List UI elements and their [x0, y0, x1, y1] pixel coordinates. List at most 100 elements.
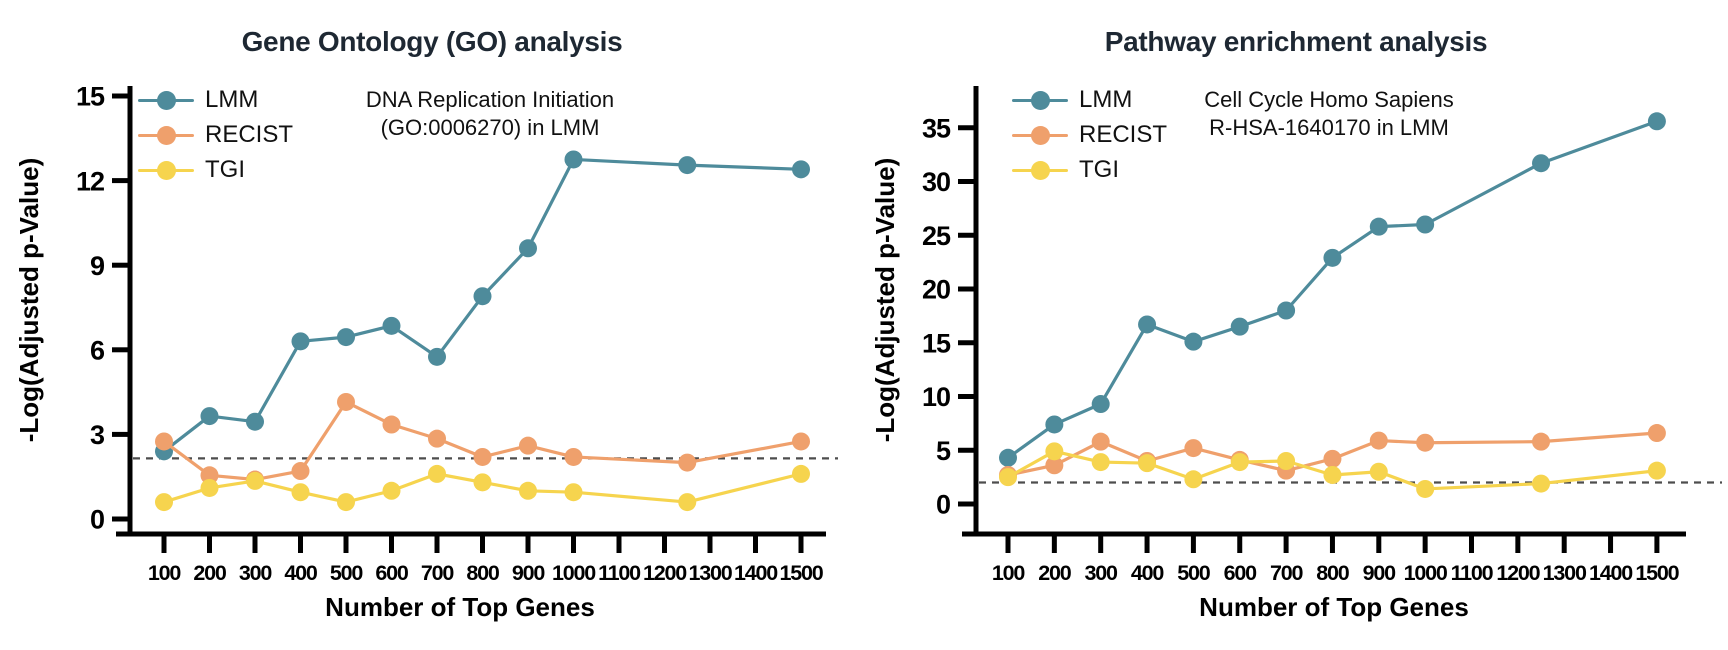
- x-tick-label: 800: [1316, 561, 1350, 585]
- x-tick-label: 1400: [1589, 561, 1633, 585]
- x-ticks: 100 200 300 400 500 600 700 800 900 1000 1100 1200 1…: [148, 536, 825, 585]
- data-point: [1184, 439, 1203, 458]
- series-lmm: [999, 112, 1666, 467]
- data-point: [428, 429, 446, 448]
- x-tick-label: 1000: [1404, 561, 1448, 585]
- annotation-line-2: R-HSA-1640170 in LMM: [1209, 115, 1449, 140]
- data-point: [337, 493, 355, 512]
- y-axis-label: -Log(Adjusted p-Value): [870, 157, 900, 443]
- legend-label: RECIST: [1079, 121, 1168, 148]
- data-point: [1045, 415, 1064, 434]
- data-point: [999, 448, 1017, 467]
- x-tick-label: 600: [1224, 561, 1258, 585]
- annotation-go-term: DNA Replication Initiation (GO:0006270) …: [275, 86, 705, 142]
- data-point: [246, 412, 264, 431]
- data-point: [792, 432, 810, 451]
- data-point: [1369, 462, 1388, 481]
- x-tick-label: 1300: [1543, 561, 1587, 585]
- legend-label: RECIST: [205, 121, 294, 148]
- y-tick-label: 12: [76, 166, 104, 196]
- annotation-line-1: DNA Replication Initiation: [365, 87, 615, 112]
- data-point: [382, 316, 401, 335]
- lmm-marker-icon: [1012, 86, 1068, 114]
- pathway-plot-svg: 0 5 10 15 20 25 30 35 100 200 300 400 500 600 700 800 90…: [922, 86, 1722, 585]
- x-tick-label: 1100: [1451, 561, 1494, 585]
- data-point: [1045, 442, 1064, 461]
- series-lmm: [155, 150, 810, 461]
- x-tick-label: 1200: [1496, 561, 1540, 585]
- pathway-analysis-panel: 0 5 10 15 20 25 30 35 100 200 300 400 500 600 700 800 90…: [864, 0, 1728, 650]
- legend-label: LMM: [1079, 86, 1133, 113]
- legend-item-recist: RECIST: [1012, 121, 1167, 149]
- data-point: [1138, 315, 1157, 334]
- data-point: [291, 483, 310, 502]
- x-tick-label: 800: [466, 561, 500, 585]
- legend-item-lmm: LMM: [1012, 86, 1167, 114]
- axes: [116, 86, 826, 537]
- data-point: [291, 332, 310, 351]
- data-point: [564, 150, 583, 169]
- data-point: [1045, 456, 1064, 475]
- data-point: [519, 239, 537, 258]
- tgi-marker-icon: [1012, 156, 1068, 184]
- data-point: [1323, 248, 1342, 267]
- series-line: [163, 157, 802, 453]
- legend-item-tgi: TGI: [138, 156, 293, 184]
- recist-marker-icon: [138, 121, 194, 149]
- x-tick-label: 1500: [1635, 561, 1679, 585]
- x-tick-label: 400: [284, 561, 318, 585]
- legend: LMM RECIST TGI: [1012, 86, 1167, 184]
- legend-label: LMM: [205, 86, 259, 113]
- data-point: [519, 481, 537, 500]
- data-point: [519, 436, 537, 455]
- x-tick-label: 1100: [598, 561, 641, 585]
- y-tick-label: 30: [922, 167, 950, 197]
- y-axis-label: -Log(Adjusted p-Value): [14, 157, 44, 443]
- legend-label: TGI: [1079, 156, 1119, 183]
- x-tick-label: 700: [421, 561, 455, 585]
- data-point: [1323, 449, 1342, 468]
- data-point: [1532, 432, 1551, 451]
- x-tick-label: 200: [193, 561, 227, 585]
- data-point: [1091, 432, 1110, 451]
- x-tick-label: 1200: [643, 561, 687, 585]
- data-point: [473, 287, 492, 306]
- x-tick-label: 1300: [688, 561, 732, 585]
- legend-label: TGI: [205, 156, 245, 183]
- data-point: [1091, 453, 1110, 472]
- y-ticks: 0 3 6 9 12 15: [76, 82, 128, 535]
- data-point: [792, 160, 810, 179]
- data-point: [1647, 112, 1666, 131]
- y-tick-label: 20: [922, 275, 950, 305]
- data-point: [1184, 332, 1203, 351]
- data-point: [1369, 217, 1388, 236]
- data-point: [155, 493, 173, 512]
- x-tick-label: 100: [992, 561, 1026, 585]
- y-tick-label: 0: [90, 505, 104, 535]
- x-tick-label: 1000: [552, 561, 596, 585]
- tgi-marker-icon: [138, 156, 194, 184]
- axes: [962, 86, 1686, 537]
- data-point: [337, 328, 355, 347]
- y-tick-label: 15: [76, 82, 105, 112]
- y-tick-label: 3: [90, 420, 105, 450]
- data-point: [678, 493, 697, 512]
- data-point: [1230, 453, 1249, 472]
- annotation-pathway-term: Cell Cycle Homo Sapiens R-HSA-1640170 in…: [1114, 86, 1544, 142]
- x-tick-label: 100: [148, 561, 182, 585]
- lmm-marker-icon: [138, 86, 194, 114]
- x-tick-label: 500: [1177, 561, 1211, 585]
- data-point: [564, 483, 583, 502]
- y-tick-label: 5: [936, 436, 951, 466]
- data-point: [1647, 461, 1666, 480]
- data-point: [1230, 317, 1249, 336]
- x-tick-label: 900: [512, 561, 546, 585]
- x-axis-label: Number of Top Genes: [1199, 592, 1469, 622]
- data-point: [1277, 452, 1296, 470]
- x-tick-label: 600: [375, 561, 409, 585]
- x-tick-label: 200: [1038, 561, 1072, 585]
- data-point: [1416, 479, 1435, 498]
- legend-item-lmm: LMM: [138, 86, 293, 114]
- data-point: [382, 415, 401, 434]
- data-point: [1416, 215, 1435, 234]
